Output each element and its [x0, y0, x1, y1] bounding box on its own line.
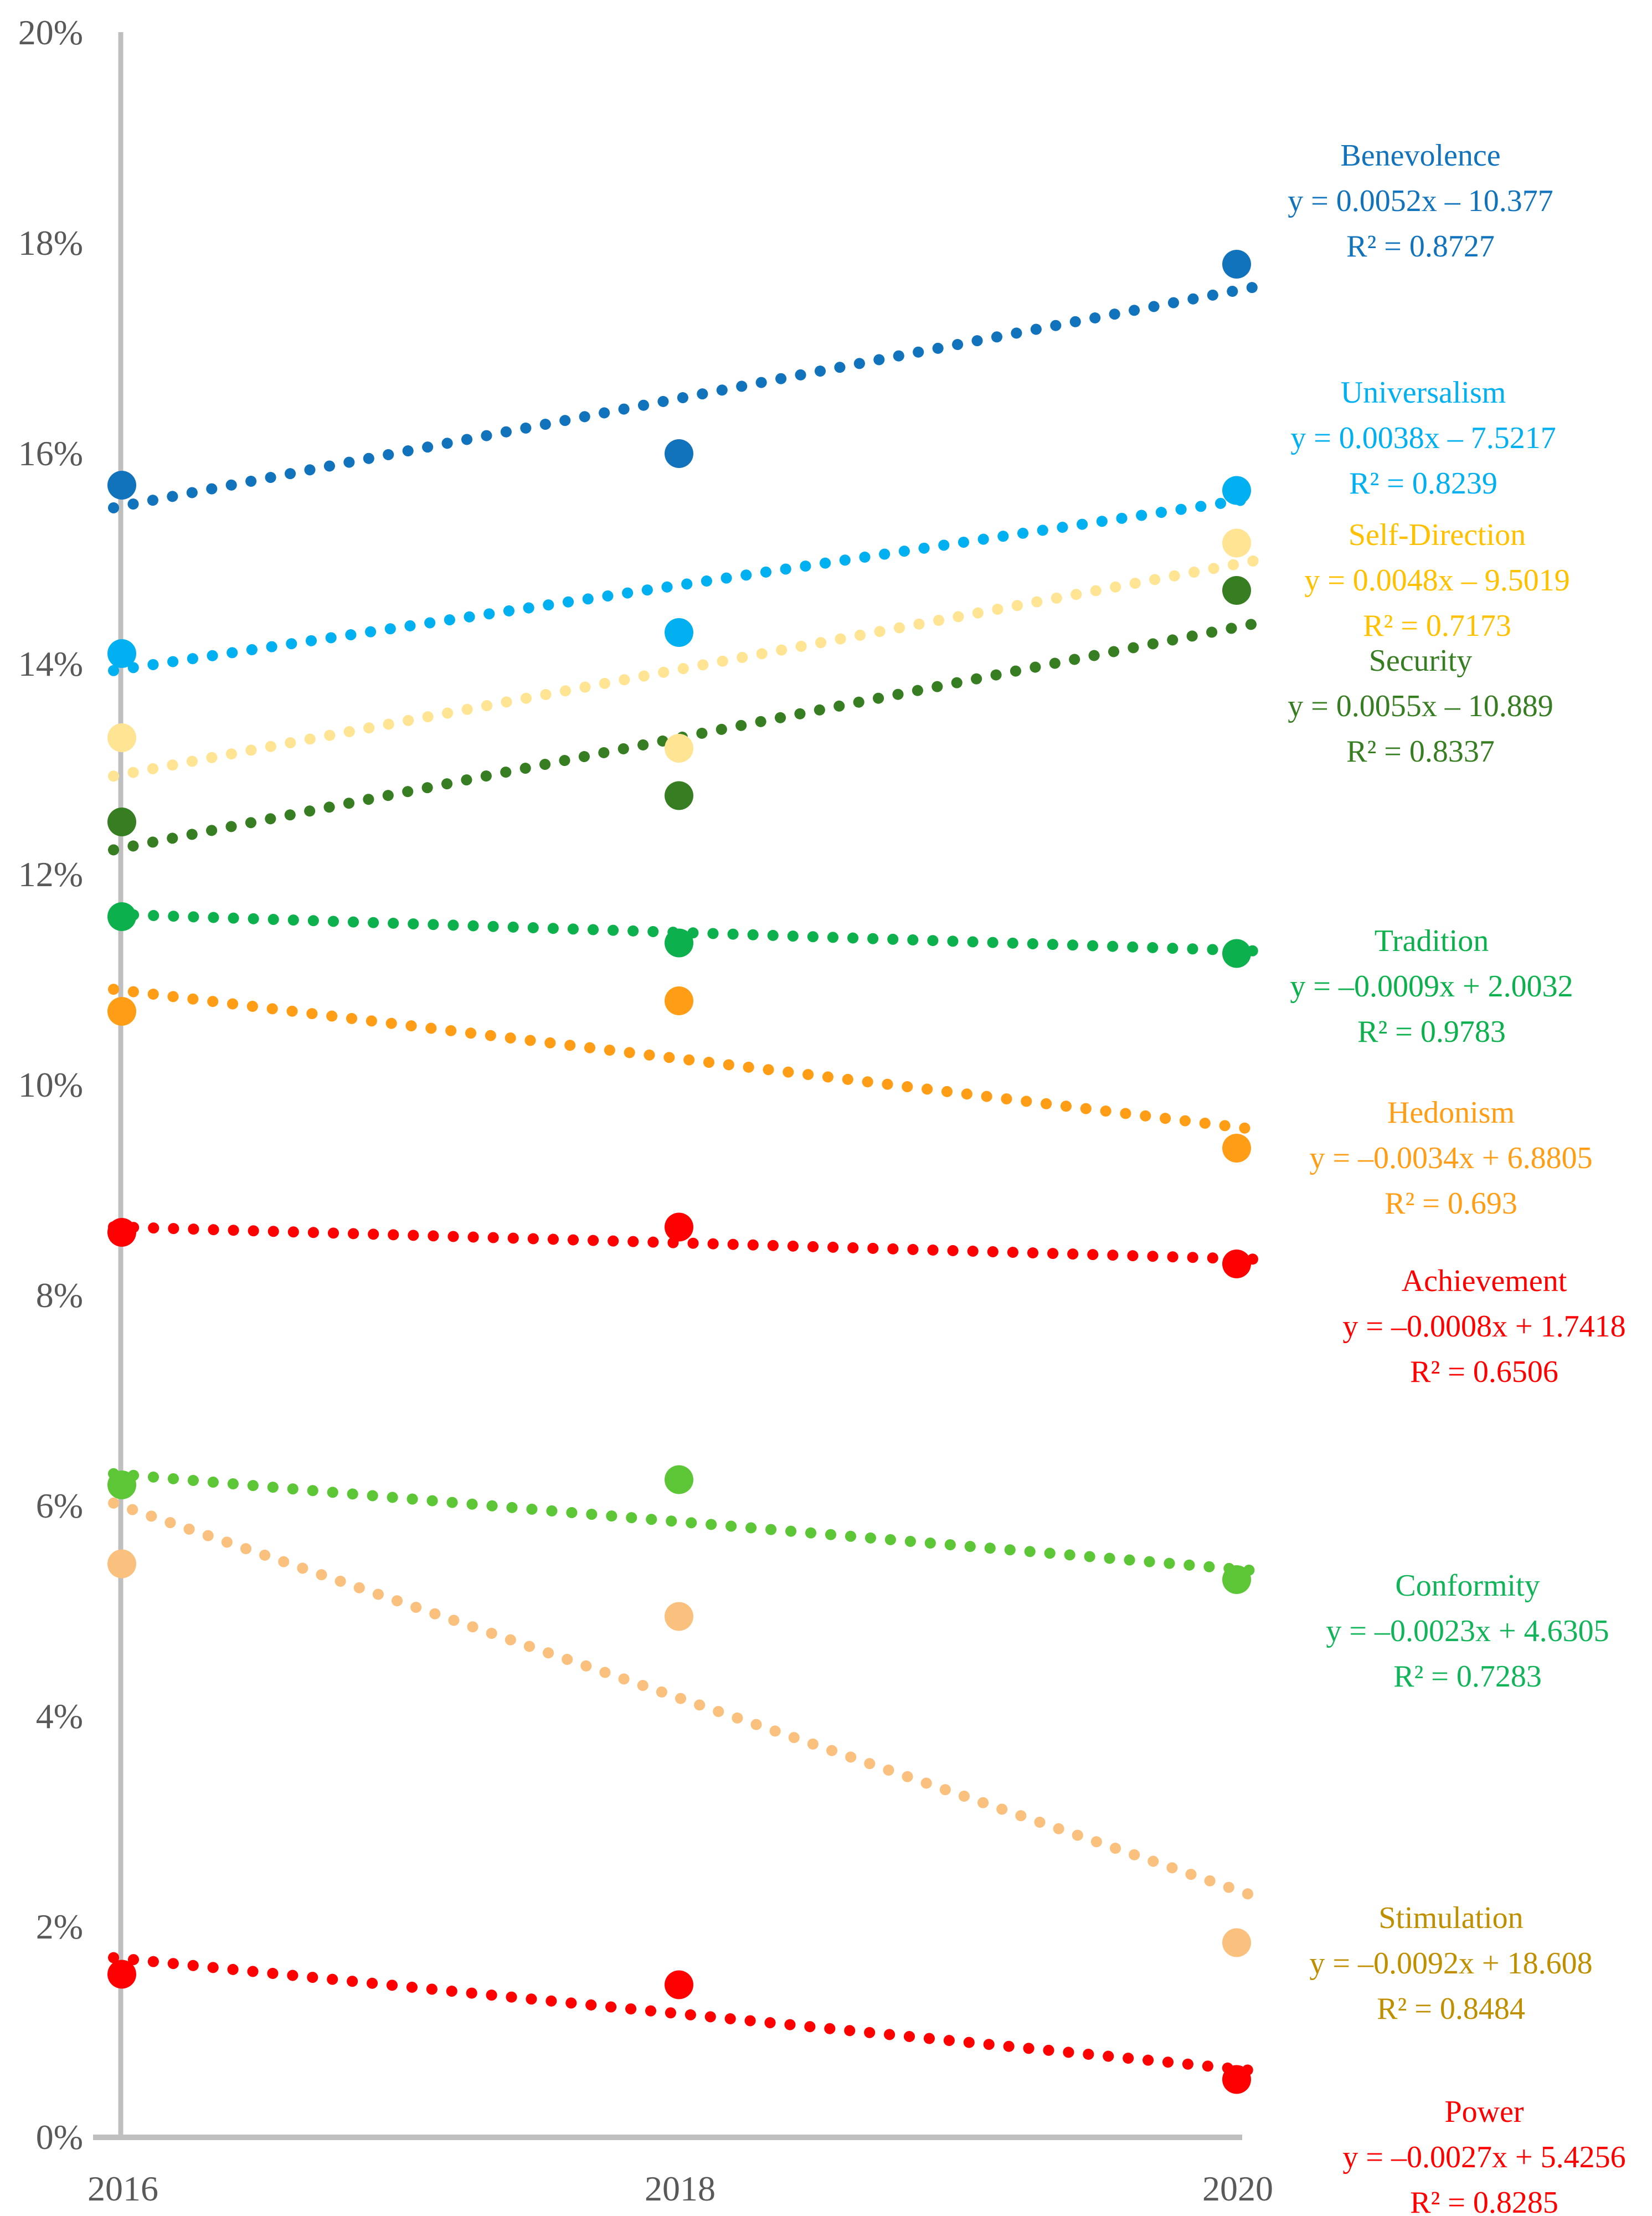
legend-equation-universalism: y = 0.0038x – 7.5217	[1290, 421, 1556, 455]
y-tick-label-6: 6%	[35, 1486, 83, 1525]
data-point-hedonism-2020	[1222, 1134, 1251, 1163]
y-tick-label-4: 4%	[35, 1696, 83, 1736]
legend-title-tradition: Tradition	[1374, 924, 1489, 958]
legend-equation-self-direction: y = 0.0048x – 9.5019	[1304, 563, 1570, 598]
data-point-universalism-2020	[1222, 476, 1251, 505]
data-point-universalism-2018	[665, 618, 693, 647]
legend-r2-self-direction: R² = 0.7173	[1363, 609, 1511, 643]
legend-tradition: Tradition y = –0.0009x + 2.0032 R² = 0.978…	[1290, 918, 1573, 1055]
legend-title-universalism: Universalism	[1340, 376, 1506, 410]
legend-title-hedonism: Hedonism	[1387, 1096, 1515, 1130]
x-tick-label-2020: 2020	[1202, 2169, 1273, 2208]
legend-equation-stimulation: y = –0.0092x + 18.608	[1309, 1946, 1593, 1981]
legend-self-direction: Self-Direction y = 0.0048x – 9.5019 R² = 0…	[1304, 512, 1570, 649]
data-point-hedonism-2016	[107, 997, 136, 1026]
legend-power: Power y = –0.0027x + 5.4256 R² = 0.8285	[1342, 2089, 1625, 2216]
legend-equation-security: y = 0.0055x – 10.889	[1288, 689, 1553, 723]
legend-r2-achievement: R² = 0.6506	[1410, 1355, 1558, 1389]
data-point-self-direction-2020	[1222, 528, 1251, 558]
data-point-stimulation-2020	[1222, 1928, 1251, 1957]
data-point-benevolence-2018	[665, 439, 693, 468]
trendline-benevolence	[108, 281, 1259, 513]
data-point-tradition-2018	[665, 928, 693, 958]
legend-equation-tradition: y = –0.0009x + 2.0032	[1290, 969, 1573, 1004]
y-tick-label-20: 20%	[18, 13, 83, 52]
data-point-hedonism-2018	[665, 986, 693, 1015]
data-point-benevolence-2020	[1222, 250, 1251, 279]
legend-r2-stimulation: R² = 0.8484	[1377, 1992, 1525, 2026]
legend-equation-power: y = –0.0027x + 5.4256	[1342, 2140, 1626, 2174]
y-tick-label-10: 10%	[18, 1065, 83, 1104]
y-tick-label-18: 18%	[18, 223, 83, 263]
legend-r2-security: R² = 0.8337	[1346, 734, 1495, 769]
legend-stimulation: Stimulation y = –0.0092x + 18.608 R² = 0.8…	[1309, 1895, 1592, 2032]
data-point-conformity-2020	[1222, 1565, 1251, 1594]
data-point-power-2020	[1222, 2065, 1251, 2094]
legend-title-benevolence: Benevolence	[1340, 138, 1501, 173]
legend-title-security: Security	[1368, 644, 1473, 678]
legend-benevolence: Benevolence y = 0.0052x – 10.377 R² = 0.87…	[1288, 133, 1553, 269]
data-point-tradition-2016	[107, 902, 136, 931]
data-point-power-2016	[107, 1960, 136, 1989]
y-tick-label-16: 16%	[18, 434, 83, 473]
legend-title-stimulation: Stimulation	[1378, 1901, 1524, 1935]
legend-equation-conformity: y = –0.0023x + 4.6305	[1326, 1614, 1609, 1648]
y-tick-label-12: 12%	[18, 855, 83, 894]
legend-equation-achievement: y = –0.0008x + 1.7418	[1342, 1309, 1626, 1344]
y-tick-label-0: 0%	[35, 2117, 83, 2157]
y-tick-label-14: 14%	[18, 644, 83, 683]
data-point-conformity-2018	[665, 1465, 693, 1494]
legend-conformity: Conformity y = –0.0023x + 4.6305 R² = 0.72…	[1326, 1563, 1609, 1699]
data-point-achievement-2020	[1222, 1250, 1251, 1278]
legend-title-conformity: Conformity	[1395, 1569, 1540, 1603]
data-point-security-2016	[107, 808, 136, 836]
legend-r2-benevolence: R² = 0.8727	[1346, 229, 1495, 264]
legend-equation-hedonism: y = –0.0034x + 6.8805	[1309, 1141, 1593, 1175]
legend-r2-hedonism: R² = 0.693	[1385, 1186, 1517, 1221]
legend-security: Security y = 0.0055x – 10.889 R² = 0.8337	[1288, 638, 1553, 774]
data-point-achievement-2018	[665, 1212, 693, 1242]
data-point-achievement-2016	[107, 1218, 136, 1247]
data-point-universalism-2016	[107, 639, 136, 668]
y-tick-label-8: 8%	[35, 1276, 83, 1315]
trendline-stimulation	[108, 1497, 1259, 1901]
data-point-power-2018	[665, 1970, 693, 1999]
legend-universalism: Universalism y = 0.0038x – 7.5217 R² = 0.8…	[1290, 370, 1556, 506]
data-point-self-direction-2016	[107, 723, 136, 752]
trendline-self-direction	[108, 555, 1259, 782]
y-tick-label-2: 2%	[35, 1907, 83, 1946]
data-point-self-direction-2018	[665, 734, 693, 763]
x-tick-label-2018: 2018	[645, 2169, 716, 2208]
data-point-security-2020	[1222, 576, 1251, 605]
trendline-universalism	[108, 492, 1259, 676]
legend-r2-conformity: R² = 0.7283	[1393, 1659, 1542, 1694]
legend-equation-benevolence: y = 0.0052x – 10.377	[1288, 184, 1553, 218]
legend-title-achievement: Achievement	[1401, 1264, 1567, 1298]
legend-r2-tradition: R² = 0.9783	[1357, 1015, 1506, 1049]
data-point-security-2018	[665, 781, 693, 810]
data-point-stimulation-2018	[665, 1602, 693, 1631]
trendline-hedonism	[108, 984, 1259, 1135]
legend-title-self-direction: Self-Direction	[1348, 518, 1526, 552]
trendline-power	[108, 1952, 1259, 2076]
legend-achievement: Achievement y = –0.0008x + 1.7418 R² = 0.6…	[1342, 1258, 1625, 1395]
data-point-stimulation-2016	[107, 1549, 136, 1579]
x-tick-label-2016: 2016	[88, 2169, 158, 2208]
data-point-tradition-2020	[1222, 939, 1251, 968]
legend-r2-universalism: R² = 0.8239	[1349, 466, 1497, 501]
legend-title-power: Power	[1444, 2095, 1524, 2129]
legend-hedonism: Hedonism y = –0.0034x + 6.8805 R² = 0.693	[1309, 1090, 1592, 1226]
data-point-conformity-2016	[107, 1471, 136, 1499]
legend-r2-power: R² = 0.8285	[1410, 2186, 1558, 2216]
data-point-benevolence-2016	[107, 471, 136, 500]
